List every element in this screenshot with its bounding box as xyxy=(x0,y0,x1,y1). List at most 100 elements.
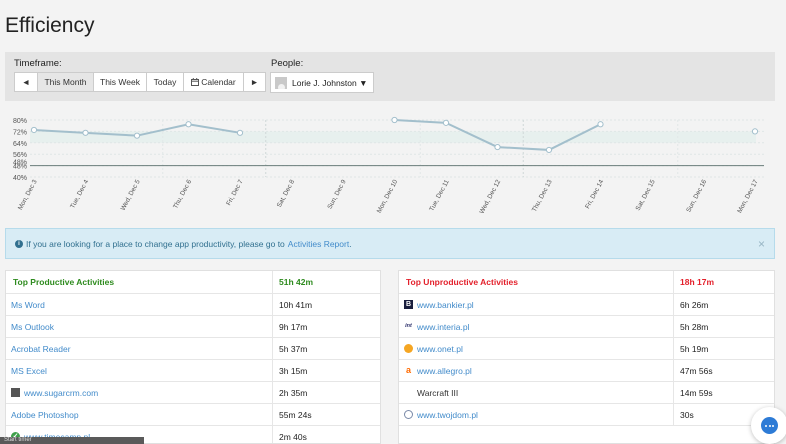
productive-row: Ms Word 10h 41m xyxy=(6,294,380,316)
productive-activity-cell: Acrobat Reader xyxy=(6,338,273,359)
data-point xyxy=(133,132,141,139)
activity-time: 10h 41m xyxy=(279,299,313,310)
activity-name[interactable]: Ms Outlook xyxy=(11,321,54,332)
this-month-button[interactable]: This Month xyxy=(37,72,94,92)
calendar-button[interactable]: Calendar xyxy=(183,72,244,92)
unproductive-row: www.twojdom.pl 30s xyxy=(399,404,774,426)
activity-time: 47m 56s xyxy=(680,365,713,376)
x-tick-label: Mon, Dec 3 xyxy=(17,178,39,211)
unproductive-activity-cell: www.twojdom.pl xyxy=(399,404,674,425)
allegro-icon: a xyxy=(405,365,411,375)
activity-name[interactable]: www.bankier.pl xyxy=(417,299,474,310)
interia-icon: int xyxy=(405,322,412,329)
chat-icon xyxy=(761,417,778,434)
activity-name[interactable]: www.twojdom.pl xyxy=(417,409,478,420)
activity-name[interactable]: www.allegro.pl xyxy=(417,365,472,376)
x-tick-label: Wed, Dec 5 xyxy=(120,178,142,212)
close-icon[interactable]: × xyxy=(757,237,765,251)
bankier-icon: B xyxy=(404,300,413,309)
calendar-label: Calendar xyxy=(201,77,236,87)
activity-time: 5h 28m xyxy=(680,321,709,332)
y-tick-label: 56% xyxy=(13,152,27,159)
data-point xyxy=(30,126,38,134)
y-tick-label: 72% xyxy=(13,129,27,136)
unproductive-title: Top Unproductive Activities xyxy=(399,271,674,293)
activity-name[interactable]: MS Excel xyxy=(11,365,47,376)
notice-text: If you are looking for a place to change… xyxy=(26,238,285,249)
x-tick-label: Sat, Dec 8 xyxy=(276,178,297,208)
data-point xyxy=(494,143,501,151)
productive-row: www.sugarcrm.com 2h 35m xyxy=(6,382,380,404)
y-tick-label: 64% xyxy=(13,141,27,148)
y-tick-label: 48% xyxy=(13,164,27,171)
x-tick-label: Tue, Dec 11 xyxy=(428,178,451,212)
data-point xyxy=(442,119,450,126)
unproductive-row: int www.interia.pl 5h 28m xyxy=(399,316,774,338)
today-button[interactable]: Today xyxy=(146,72,184,92)
x-tick-label: Fri, Dec 7 xyxy=(225,178,245,206)
onet-icon xyxy=(404,344,413,353)
productive-total: 51h 42m xyxy=(279,277,314,287)
x-tick-label: Mon, Dec 10 xyxy=(376,178,400,214)
activities-report-link[interactable]: Activities Report xyxy=(287,238,350,249)
activity-name[interactable]: www.timecamp.pl xyxy=(24,432,90,442)
unproductive-activity-cell: a www.allegro.pl xyxy=(399,360,674,381)
x-tick-label: Sat, Dec 15 xyxy=(635,178,657,212)
activity-time: 5h 19m xyxy=(680,343,709,354)
people-label: People: xyxy=(271,58,304,69)
data-point xyxy=(236,129,244,136)
productive-activity-cell: Adobe Photoshop xyxy=(6,404,273,425)
activity-name[interactable]: www.sugarcrm.com xyxy=(24,387,99,398)
unproductive-row: Warcraft III 14m 59s xyxy=(399,382,774,404)
productive-activity-cell: Ms Outlook xyxy=(6,316,273,337)
activity-name[interactable]: www.interia.pl xyxy=(417,321,470,332)
productive-row: ✓ www.timecamp.pl 2m 40s xyxy=(6,426,380,443)
data-point xyxy=(185,121,192,128)
productive-header: Top Productive Activities 51h 42m xyxy=(6,271,380,294)
activity-time: 55m 24s xyxy=(279,409,312,420)
efficiency-chart: 80%72%64%56%48%40%48%Mon, Dec 3 Tue, Dec … xyxy=(13,116,766,215)
activity-time: 30s xyxy=(680,409,694,420)
productive-activity-cell: ✓ www.timecamp.pl xyxy=(6,426,273,443)
productive-activity-cell: MS Excel xyxy=(6,360,273,381)
start-timer-bar[interactable]: Start timer xyxy=(0,437,144,444)
this-week-button[interactable]: This Week xyxy=(93,72,147,92)
unproductive-row: a www.allegro.pl 47m 56s xyxy=(399,360,774,382)
activity-name[interactable]: www.onet.pl xyxy=(417,343,463,354)
unproductive-total: 18h 17m xyxy=(680,277,715,287)
next-period-button[interactable]: ► xyxy=(243,72,266,92)
activity-time: 9h 17m xyxy=(279,321,308,332)
unproductive-activity-cell: Warcraft III xyxy=(399,382,674,403)
activity-time: 6h 26m xyxy=(680,299,709,310)
x-tick-label: Tue, Dec 4 xyxy=(69,178,90,209)
x-tick-label: Sun, Dec 9 xyxy=(326,178,347,210)
activity-name[interactable]: Acrobat Reader xyxy=(11,343,71,354)
x-tick-label: Wed, Dec 12 xyxy=(478,178,502,215)
twojdom-icon xyxy=(404,410,413,419)
x-tick-label: Mon, Dec 17 xyxy=(736,178,760,214)
activity-name[interactable]: Ms Word xyxy=(11,299,45,310)
data-point xyxy=(545,146,553,154)
activity-name[interactable]: Adobe Photoshop xyxy=(11,409,79,420)
productive-row: Ms Outlook 9h 17m xyxy=(6,316,380,338)
x-tick-label: Thu, Dec 13 xyxy=(531,178,554,213)
prev-period-button[interactable]: ◄ xyxy=(14,72,38,92)
notice-suffix: . xyxy=(349,238,352,249)
y-tick-label: 40% xyxy=(13,175,27,182)
activity-time: 2h 35m xyxy=(279,387,308,398)
calendar-icon xyxy=(191,78,200,86)
check-icon: ✓ xyxy=(11,432,20,441)
productive-activities-panel: Top Productive Activities 51h 42m Ms Wor… xyxy=(5,270,381,444)
chat-button[interactable] xyxy=(751,407,786,444)
productive-title: Top Productive Activities xyxy=(6,271,273,293)
people-select[interactable]: Lorie J. Johnston ▼ xyxy=(270,72,374,93)
avatar xyxy=(275,76,287,89)
productivity-notice: i If you are looking for a place to chan… xyxy=(5,228,775,259)
x-tick-label: Thu, Dec 6 xyxy=(172,178,193,210)
data-point xyxy=(391,116,398,124)
productive-row: Acrobat Reader 5h 37m xyxy=(6,338,380,360)
productive-activity-cell: www.sugarcrm.com xyxy=(6,382,273,403)
